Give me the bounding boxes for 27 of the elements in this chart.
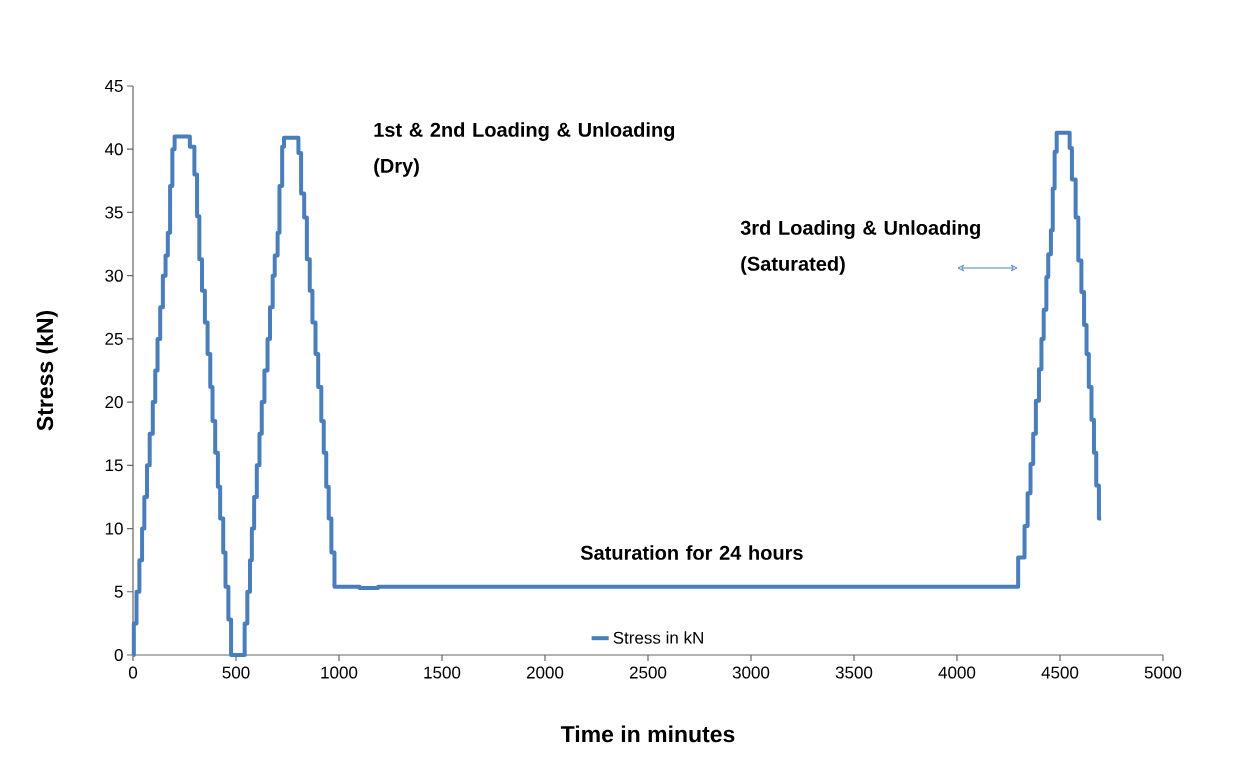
y-tick-label: 20 xyxy=(105,396,123,409)
y-tick-label: 30 xyxy=(105,269,123,282)
x-tick-label: 0 xyxy=(128,666,138,679)
annotation: Saturation for 24 hours xyxy=(580,545,803,560)
y-tick-label: 40 xyxy=(104,143,123,156)
annotation: 3rd Loading & Unloading (Saturated) xyxy=(740,220,980,275)
y-tick-label: 35 xyxy=(105,206,123,219)
x-tick-label: 1500 xyxy=(424,666,461,679)
x-tick-label: 3500 xyxy=(835,666,873,679)
x-tick-label: 4500 xyxy=(1041,666,1079,679)
annotation: 1st & 2nd Loading & Unloading (Dry) xyxy=(374,122,675,177)
x-tick-label: 4000 xyxy=(938,666,976,679)
y-axis-title: Stress (kN) xyxy=(36,310,58,431)
x-tick-label: 2500 xyxy=(629,666,667,679)
x-tick-label: 1000 xyxy=(321,666,358,679)
y-tick-label: 10 xyxy=(105,522,123,535)
y-tick-label: 0 xyxy=(114,648,123,662)
x-tick-label: 3000 xyxy=(732,666,770,679)
y-tick-label: 15 xyxy=(105,459,123,472)
legend-label: Stress in kN xyxy=(613,631,703,644)
x-tick-label: 500 xyxy=(222,666,250,679)
x-tick-label: 5000 xyxy=(1144,666,1182,679)
y-tick-label: 25 xyxy=(105,332,123,345)
x-axis-title: Time in minutes xyxy=(560,725,735,743)
y-tick-label: 45 xyxy=(104,80,123,92)
x-tick-label: 2000 xyxy=(526,666,564,679)
y-tick-label: 5 xyxy=(114,585,123,598)
